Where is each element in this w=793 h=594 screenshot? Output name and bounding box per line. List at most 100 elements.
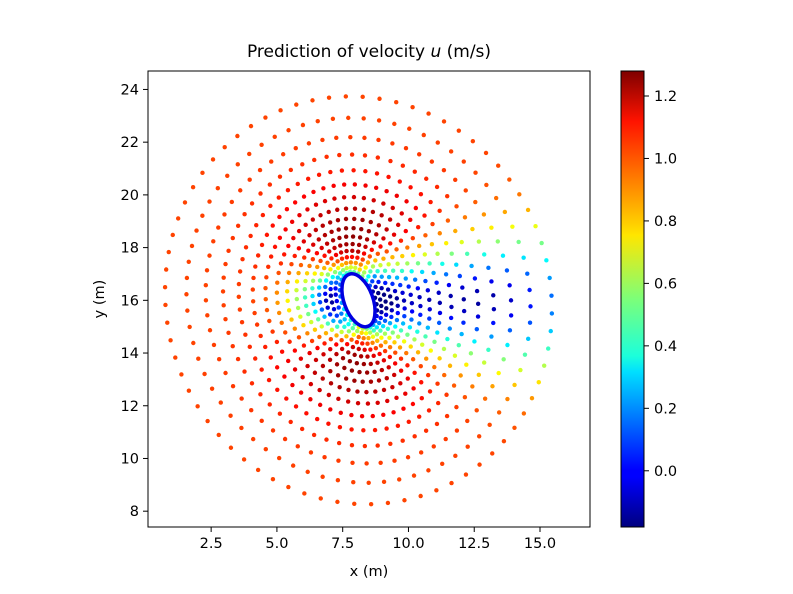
scatter-point bbox=[277, 214, 282, 220]
scatter-point bbox=[482, 252, 487, 257]
scatter-point bbox=[352, 352, 357, 358]
scatter-point bbox=[302, 286, 308, 292]
colorbar-tick-label: 1.0 bbox=[654, 151, 677, 167]
scatter-point bbox=[337, 384, 342, 390]
scatter-point bbox=[549, 293, 554, 298]
scatter-point bbox=[254, 322, 260, 327]
scatter-point bbox=[230, 383, 236, 389]
scatter-point bbox=[392, 361, 398, 366]
scatter-point bbox=[444, 413, 450, 419]
scatter-point bbox=[316, 237, 321, 242]
scatter-point bbox=[445, 218, 451, 223]
scatter-point bbox=[347, 358, 353, 364]
scatter-point bbox=[343, 234, 349, 239]
scatter-point bbox=[398, 328, 404, 333]
scatter-point bbox=[344, 334, 349, 339]
scatter-points bbox=[162, 94, 555, 507]
scatter-point bbox=[473, 199, 478, 205]
scatter-point bbox=[259, 418, 264, 424]
scatter-point bbox=[324, 241, 330, 246]
scatter-point bbox=[415, 224, 421, 230]
scatter-point bbox=[320, 223, 325, 228]
scatter-point bbox=[459, 331, 464, 337]
scatter-point bbox=[404, 350, 409, 356]
scatter-point bbox=[300, 122, 306, 128]
scatter-point bbox=[395, 423, 401, 428]
scatter-point bbox=[338, 250, 344, 255]
scatter-point bbox=[328, 407, 333, 412]
scatter-point bbox=[508, 298, 514, 303]
scatter-point bbox=[468, 351, 474, 356]
scatter-point bbox=[182, 200, 188, 205]
scatter-point bbox=[378, 328, 383, 333]
scatter-point bbox=[242, 212, 247, 217]
scatter-point bbox=[409, 269, 414, 274]
colorbar-tick-label: 0.6 bbox=[654, 276, 677, 292]
scatter-point bbox=[336, 227, 341, 232]
scatter-point bbox=[372, 427, 378, 433]
scatter-point bbox=[239, 396, 244, 401]
scatter-point bbox=[328, 381, 334, 386]
scatter-point bbox=[356, 242, 362, 248]
scatter-point bbox=[459, 239, 464, 245]
scatter-point bbox=[474, 408, 479, 413]
scatter-point bbox=[405, 376, 410, 381]
scatter-point bbox=[352, 378, 357, 383]
scatter-point bbox=[422, 213, 427, 218]
scatter-point bbox=[335, 478, 341, 483]
scatter-point bbox=[282, 374, 287, 379]
scatter-point bbox=[173, 355, 178, 360]
chart-title-prefix: Prediction of velocity bbox=[247, 42, 431, 62]
scatter-point bbox=[304, 271, 310, 276]
scatter-point bbox=[391, 232, 397, 237]
scatter-point bbox=[315, 345, 320, 351]
scatter-point bbox=[362, 443, 368, 449]
scatter-point bbox=[361, 270, 367, 275]
scatter-point bbox=[263, 285, 268, 291]
scatter-point bbox=[317, 402, 323, 408]
scatter-point bbox=[401, 406, 406, 411]
scatter-point bbox=[407, 126, 412, 131]
scatter-point bbox=[383, 312, 389, 317]
scatter-point bbox=[376, 118, 382, 123]
scatter-point bbox=[384, 227, 389, 232]
scatter-point bbox=[250, 436, 256, 442]
scatter-point bbox=[372, 369, 377, 375]
scatter-point bbox=[386, 365, 391, 370]
scatter-point bbox=[308, 397, 313, 402]
scatter-point bbox=[360, 257, 365, 262]
scatter-point bbox=[393, 350, 398, 355]
scatter-point bbox=[528, 304, 533, 309]
scatter-point bbox=[507, 283, 512, 288]
obstacle-ellipse bbox=[340, 272, 377, 329]
scatter-point bbox=[476, 372, 482, 378]
scatter-point bbox=[344, 265, 349, 271]
scatter-point bbox=[326, 421, 331, 426]
scatter-point bbox=[361, 195, 367, 201]
scatter-point bbox=[205, 418, 210, 424]
scatter-point bbox=[343, 376, 349, 381]
scatter-point bbox=[235, 356, 241, 362]
scatter-point bbox=[363, 169, 368, 174]
scatter-point bbox=[502, 209, 508, 215]
scatter-point bbox=[299, 426, 305, 432]
scatter-point bbox=[435, 381, 440, 386]
scatter-point bbox=[327, 220, 333, 225]
scatter-point bbox=[399, 268, 405, 274]
scatter-point bbox=[230, 343, 235, 349]
scatter-point bbox=[280, 152, 286, 157]
scatter-point bbox=[319, 271, 324, 277]
scatter-point bbox=[354, 339, 360, 345]
scatter-point bbox=[366, 274, 371, 279]
scatter-point bbox=[470, 138, 476, 144]
scatter-point bbox=[394, 100, 399, 105]
scatter-point bbox=[226, 330, 231, 336]
scatter-point bbox=[306, 311, 311, 317]
scatter-point bbox=[326, 95, 332, 100]
scatter-point bbox=[360, 379, 365, 384]
scatter-point bbox=[386, 174, 391, 180]
scatter-point bbox=[349, 412, 354, 418]
scatter-point bbox=[335, 265, 341, 271]
scatter-point bbox=[441, 119, 447, 124]
scatter-point bbox=[351, 226, 356, 231]
